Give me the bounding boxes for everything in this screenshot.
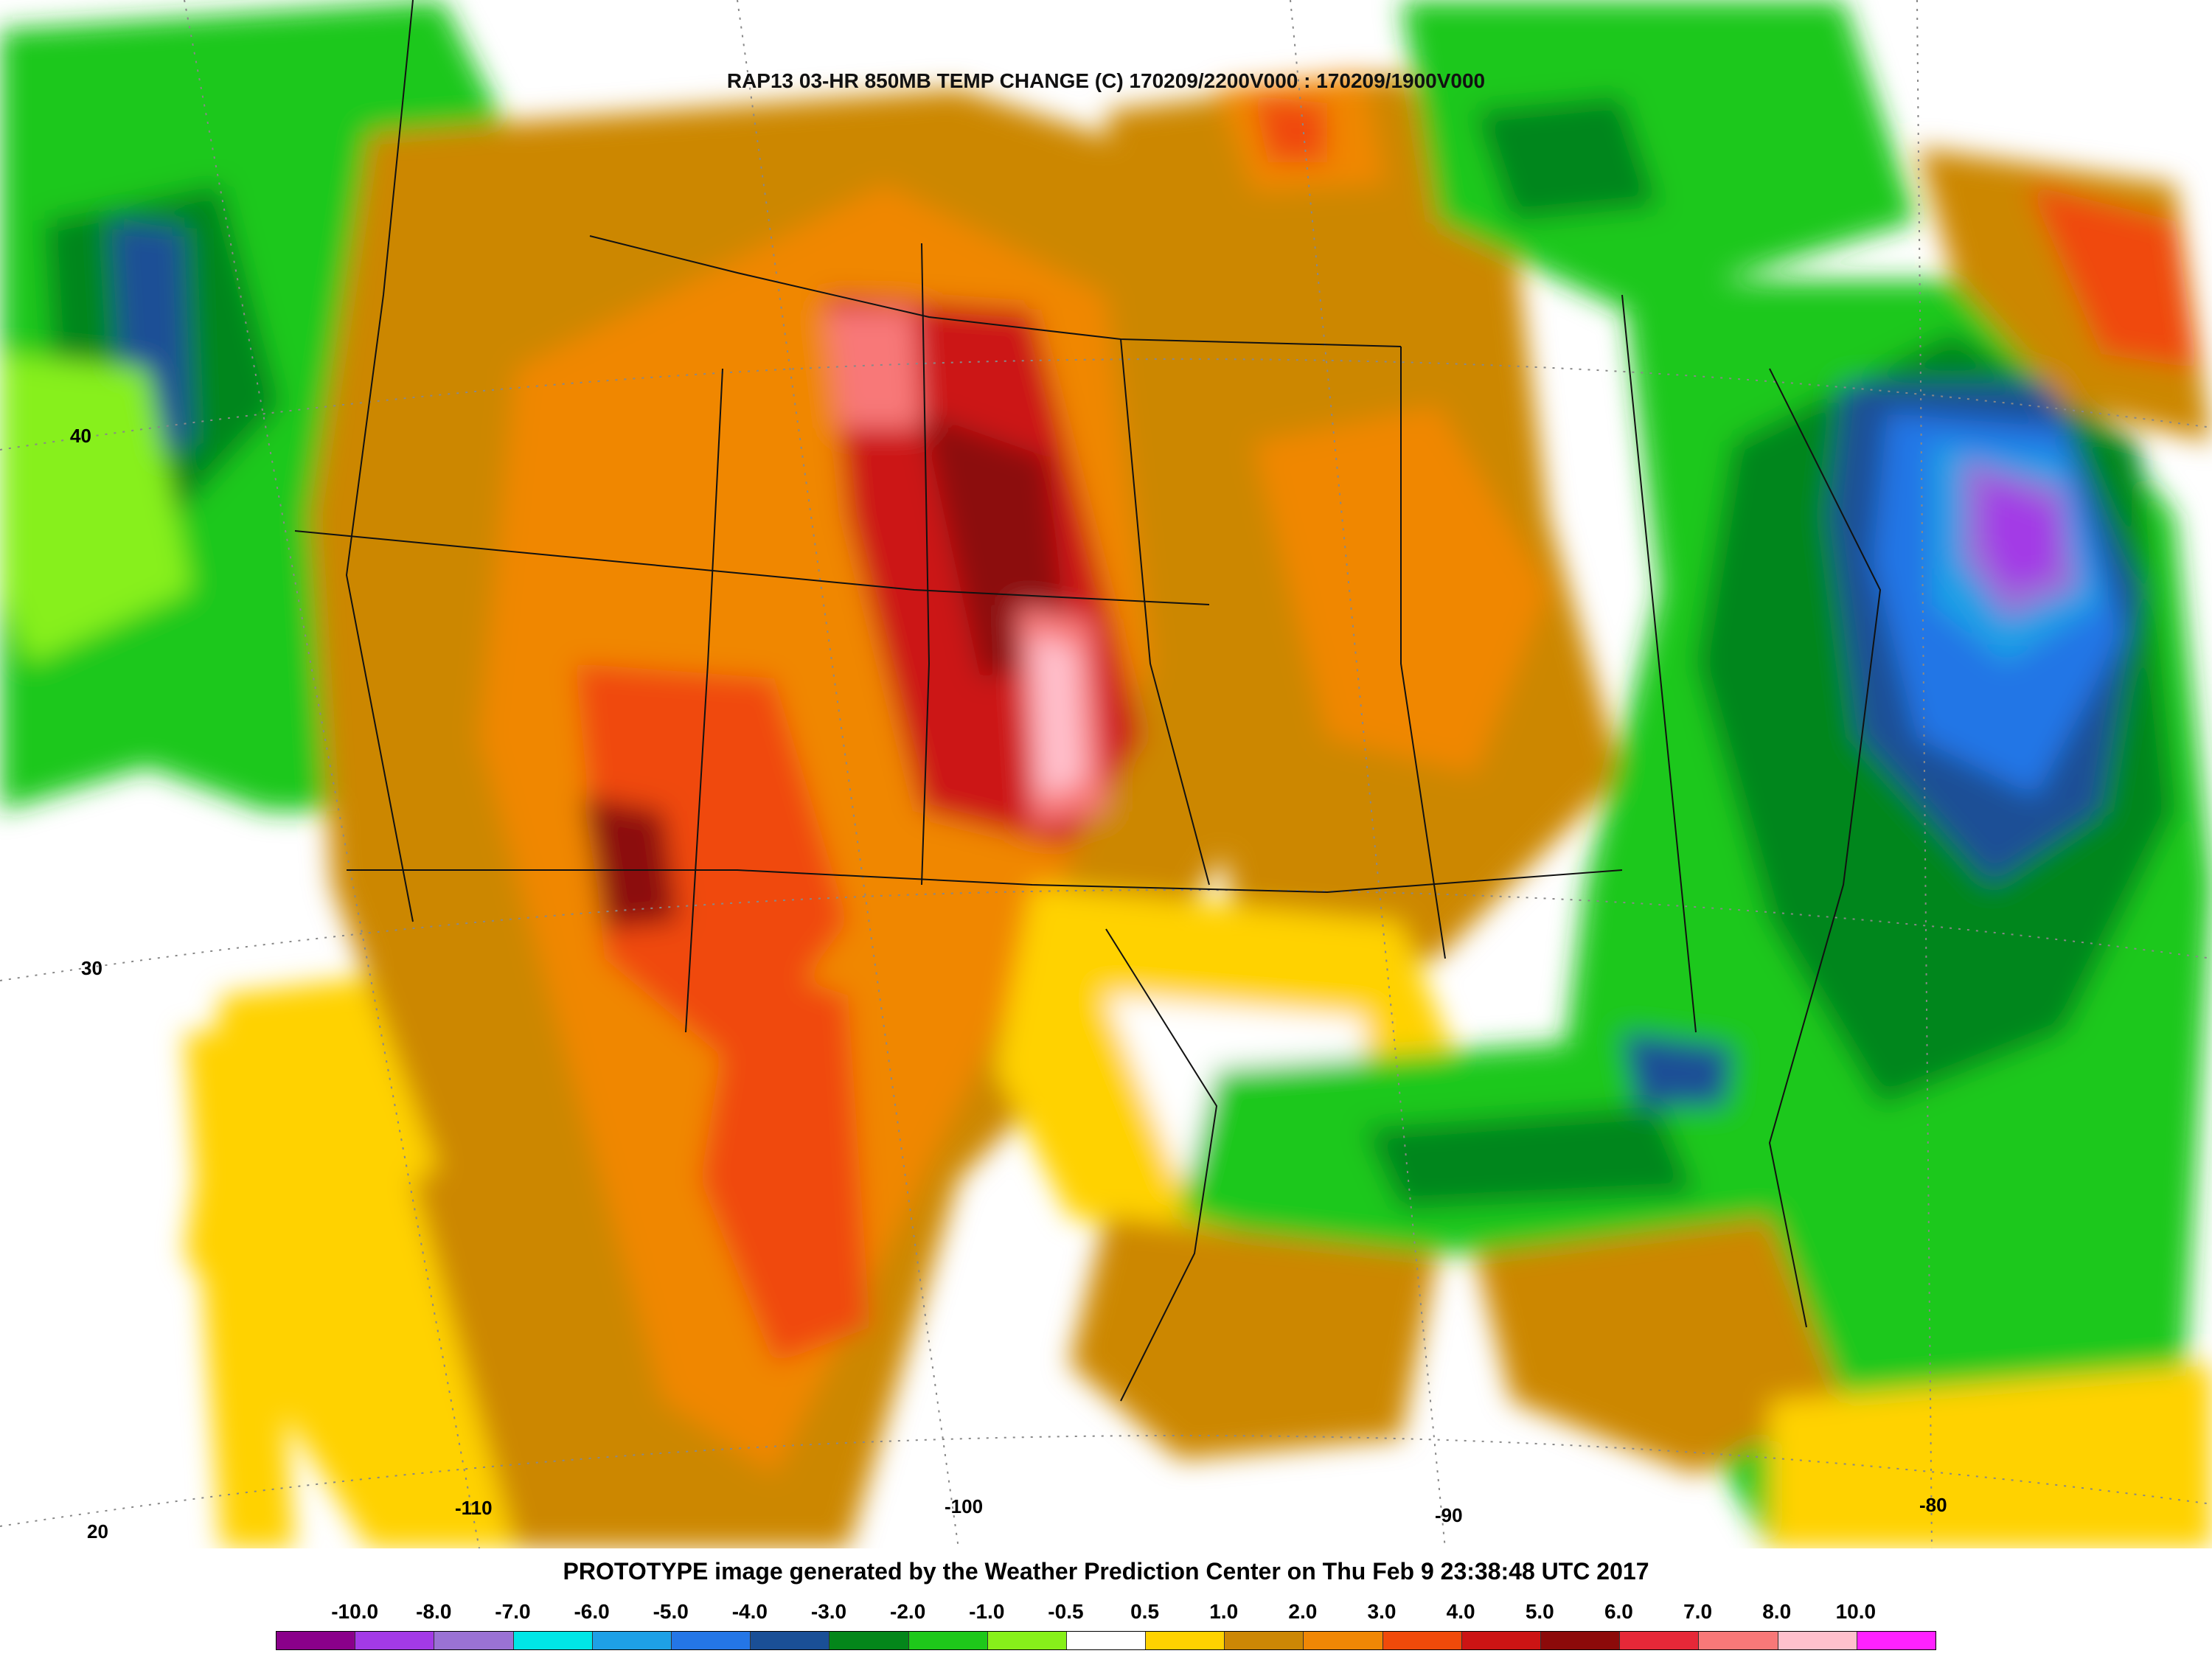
latitude-label-30: 30 bbox=[81, 957, 102, 979]
color-swatch-6 bbox=[751, 1632, 830, 1649]
colorbar-tick-label: -0.5 bbox=[1048, 1600, 1084, 1623]
graticule bbox=[0, 0, 2212, 1548]
color-swatch-10 bbox=[1066, 1632, 1147, 1649]
longitude-label-80: -80 bbox=[1919, 1494, 1947, 1516]
color-swatch-3 bbox=[513, 1632, 593, 1649]
colorbar-tick-label: -6.0 bbox=[574, 1600, 610, 1623]
colorbar-tick-label: -5.0 bbox=[653, 1600, 689, 1623]
colorbar-tick-label: -7.0 bbox=[495, 1600, 531, 1623]
longitude-label-110: -110 bbox=[455, 1497, 493, 1519]
color-swatch-2 bbox=[434, 1632, 514, 1649]
color-swatch-8 bbox=[908, 1632, 988, 1649]
colorbar-tick-label: 8.0 bbox=[1762, 1600, 1792, 1623]
colorbar-tick-label: -8.0 bbox=[416, 1600, 452, 1623]
color-scale-bar bbox=[276, 1631, 1936, 1650]
longitude-label-100: -100 bbox=[945, 1495, 984, 1517]
state-boundaries bbox=[294, 0, 1882, 1402]
colorbar-tick-label: 2.0 bbox=[1288, 1600, 1318, 1623]
longitude-label-90: -90 bbox=[1435, 1504, 1463, 1526]
color-swatch-0 bbox=[276, 1632, 356, 1649]
color-swatch-9 bbox=[987, 1632, 1067, 1649]
color-swatch-19 bbox=[1778, 1632, 1857, 1649]
colorbar-tick-label: -10.0 bbox=[331, 1600, 379, 1623]
color-swatch-20 bbox=[1857, 1632, 1935, 1649]
color-swatch-14 bbox=[1382, 1632, 1462, 1649]
temperature-field bbox=[0, 0, 2212, 1548]
colorbar-tick-label: 4.0 bbox=[1446, 1600, 1475, 1623]
map-title: RAP13 03-HR 850MB TEMP CHANGE (C) 170209… bbox=[726, 69, 1486, 92]
colorbar-tick-label: 10.0 bbox=[1835, 1600, 1877, 1623]
colorbar-tick-label: 7.0 bbox=[1683, 1600, 1713, 1623]
color-swatch-16 bbox=[1541, 1632, 1621, 1649]
color-swatch-13 bbox=[1304, 1632, 1383, 1649]
colorbar-tick-label: 5.0 bbox=[1525, 1600, 1554, 1623]
map-panel: RAP13 03-HR 850MB TEMP CHANGE (C) 170209… bbox=[0, 0, 2212, 1548]
colorbar-tick-label: -3.0 bbox=[810, 1600, 847, 1623]
color-swatch-4 bbox=[592, 1632, 672, 1649]
colorbar-tick-label: -4.0 bbox=[731, 1600, 768, 1623]
colorbar-tick-label: 0.5 bbox=[1130, 1600, 1160, 1623]
colorbar-tick-label: 3.0 bbox=[1367, 1600, 1397, 1623]
color-swatch-12 bbox=[1225, 1632, 1304, 1649]
colorbar-tick-label: 1.0 bbox=[1209, 1600, 1239, 1623]
temperature-change-map bbox=[0, 0, 2212, 1548]
latitude-label-40: 40 bbox=[70, 425, 91, 447]
color-swatch-18 bbox=[1699, 1632, 1778, 1649]
latitude-label-20: 20 bbox=[87, 1520, 108, 1543]
prototype-credit-text: PROTOTYPE image generated by the Weather… bbox=[563, 1558, 1649, 1585]
colorbar-tick-label: 6.0 bbox=[1604, 1600, 1633, 1623]
color-swatch-17 bbox=[1620, 1632, 1700, 1649]
color-swatch-1 bbox=[355, 1632, 435, 1649]
colorbar-tick-label: -2.0 bbox=[890, 1600, 926, 1623]
color-swatch-15 bbox=[1461, 1632, 1541, 1649]
color-swatch-11 bbox=[1146, 1632, 1225, 1649]
color-swatch-7 bbox=[830, 1632, 909, 1649]
color-swatch-5 bbox=[671, 1632, 751, 1649]
colorbar-tick-label: -1.0 bbox=[969, 1600, 1005, 1623]
